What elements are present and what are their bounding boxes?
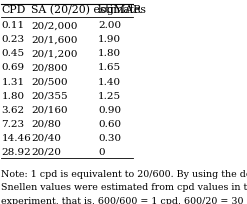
Text: 20/40: 20/40	[31, 134, 61, 143]
Text: 7.23: 7.23	[1, 120, 24, 129]
Text: 0.69: 0.69	[1, 63, 24, 72]
Text: 20/355: 20/355	[31, 92, 67, 101]
Text: 1.80: 1.80	[1, 92, 24, 101]
Text: SA (20/20) estimates: SA (20/20) estimates	[31, 5, 146, 16]
Text: 14.46: 14.46	[1, 134, 31, 143]
Text: 1.25: 1.25	[98, 92, 121, 101]
Text: 2.00: 2.00	[98, 21, 121, 30]
Text: 1.80: 1.80	[98, 50, 121, 59]
Text: 1.40: 1.40	[98, 78, 121, 86]
Text: 0.30: 0.30	[98, 134, 121, 143]
Text: experiment, that is, 600/600 = 1 cpd, 600/20 = 30 cpd: experiment, that is, 600/600 = 1 cpd, 60…	[1, 196, 247, 204]
Text: 0: 0	[98, 148, 105, 157]
Text: 20/20: 20/20	[31, 148, 61, 157]
Text: 0.60: 0.60	[98, 120, 121, 129]
Text: 3.62: 3.62	[1, 105, 24, 114]
Text: 0.23: 0.23	[1, 35, 24, 44]
Text: 20/2,000: 20/2,000	[31, 21, 77, 30]
Text: 0.45: 0.45	[1, 50, 24, 59]
Text: 28.92: 28.92	[1, 148, 31, 157]
Text: CPD: CPD	[1, 5, 26, 15]
Text: 20/800: 20/800	[31, 63, 67, 72]
Text: 20/1,200: 20/1,200	[31, 50, 77, 59]
Text: 20/1,600: 20/1,600	[31, 35, 77, 44]
Text: 1.65: 1.65	[98, 63, 121, 72]
Text: 20/160: 20/160	[31, 105, 67, 114]
Text: 1.31: 1.31	[1, 78, 24, 86]
Text: 20/500: 20/500	[31, 78, 67, 86]
Text: Snellen values were estimated from cpd values in this: Snellen values were estimated from cpd v…	[1, 183, 247, 192]
Text: 0.90: 0.90	[98, 105, 121, 114]
Text: Note: 1 cpd is equivalent to 20/600. By using the denominator,: Note: 1 cpd is equivalent to 20/600. By …	[1, 170, 247, 179]
Text: 1.90: 1.90	[98, 35, 121, 44]
Text: logMAR: logMAR	[98, 5, 142, 15]
Text: 20/80: 20/80	[31, 120, 61, 129]
Text: 0.11: 0.11	[1, 21, 24, 30]
